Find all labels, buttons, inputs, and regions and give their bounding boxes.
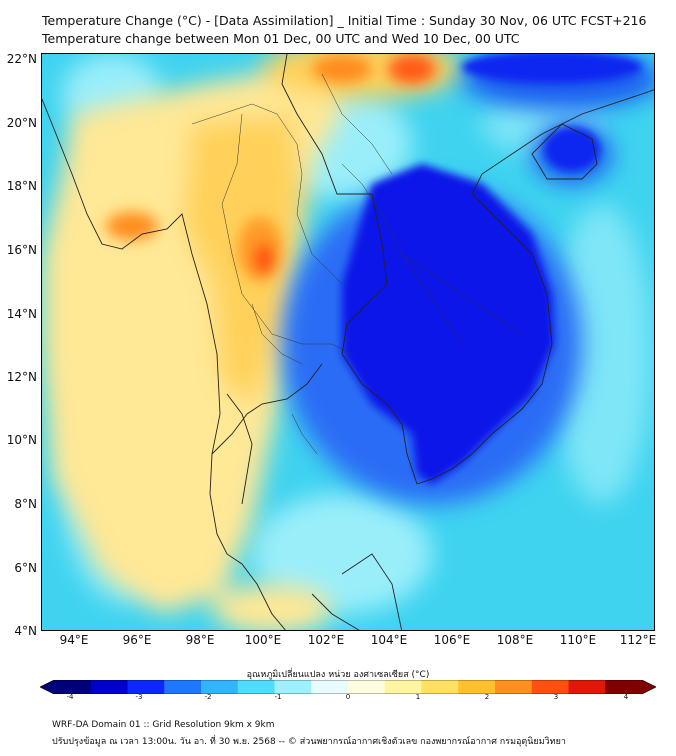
colorbar-cell xyxy=(495,680,533,694)
lon-label-104e: 104°E xyxy=(370,633,408,647)
colorbar-tick: 1 xyxy=(415,693,421,701)
lon-label-100e: 100°E xyxy=(244,633,282,647)
lon-label-106e: 106°E xyxy=(433,633,471,647)
colorbar-extend-min xyxy=(40,680,54,694)
lat-label-22n: 22°N xyxy=(6,52,37,66)
colorbar-cell xyxy=(605,680,643,694)
colorbar xyxy=(40,680,656,694)
lon-label-94e: 94°E xyxy=(59,633,89,647)
lat-label-4n: 4°N xyxy=(14,624,37,638)
lat-label-6n: 6°N xyxy=(14,561,37,575)
colorbar-cell xyxy=(201,680,239,694)
colorbar-cell xyxy=(274,680,312,694)
colorbar-extend-max xyxy=(642,680,656,694)
lon-label-110e: 110°E xyxy=(559,633,597,647)
footer-credit: ปรับปรุงข้อมูล ณ เวลา 13:00น. วัน อา. ที… xyxy=(52,737,566,747)
lat-label-18n: 18°N xyxy=(6,179,37,193)
strong-cooling-area xyxy=(342,54,642,484)
lat-label-14n: 14°N xyxy=(6,307,37,321)
country-borders xyxy=(191,73,523,455)
colorbar-cell xyxy=(164,680,202,694)
colorbar-cell xyxy=(127,680,165,694)
strong-warming-areas xyxy=(106,54,436,281)
lon-label-96e: 96°E xyxy=(122,633,152,647)
colorbar-cell xyxy=(90,680,128,694)
coastlines xyxy=(42,54,654,630)
colorbar-cell xyxy=(421,680,459,694)
colorbar-tick: 2 xyxy=(484,693,490,701)
colorbar-tick: 4 xyxy=(623,693,629,701)
colorbar-tick: -3 xyxy=(135,693,143,701)
colorbar-cell xyxy=(568,680,606,694)
map-subtitle: Temperature change between Mon 01 Dec, 0… xyxy=(42,31,520,46)
footer-model-info: WRF-DA Domain 01 :: Grid Resolution 9km … xyxy=(52,720,275,730)
colorbar-cell xyxy=(54,680,92,694)
lon-label-108e: 108°E xyxy=(496,633,534,647)
lat-label-16n: 16°N xyxy=(6,243,37,257)
map-title: Temperature Change (°C) - [Data Assimila… xyxy=(42,13,647,28)
lat-label-20n: 20°N xyxy=(6,116,37,130)
lon-label-112e: 112°E xyxy=(619,633,657,647)
colorbar-tick: 0 xyxy=(345,693,351,701)
colorbar-title: อุณหภูมิเปลี่ยนแปลง หน่วย องศาเซลเซียส (… xyxy=(246,670,430,680)
lon-label-102e: 102°E xyxy=(307,633,345,647)
colorbar-cell xyxy=(458,680,496,694)
lat-label-12n: 12°N xyxy=(6,370,37,384)
colorbar-cell xyxy=(348,680,386,694)
colorbar-cell xyxy=(311,680,349,694)
lat-label-10n: 10°N xyxy=(6,433,37,447)
colorbar-cell xyxy=(237,680,275,694)
colorbar-tick: -1 xyxy=(274,693,282,701)
colorbar-cell xyxy=(531,680,569,694)
colorbar-tick: -2 xyxy=(204,693,212,701)
lat-label-8n: 8°N xyxy=(14,497,37,511)
colorbar-tick: 3 xyxy=(553,693,559,701)
colorbar-tick: -4 xyxy=(66,693,74,701)
lon-label-98e: 98°E xyxy=(185,633,215,647)
colorbar-cell xyxy=(384,680,422,694)
temperature-change-map xyxy=(41,53,655,631)
